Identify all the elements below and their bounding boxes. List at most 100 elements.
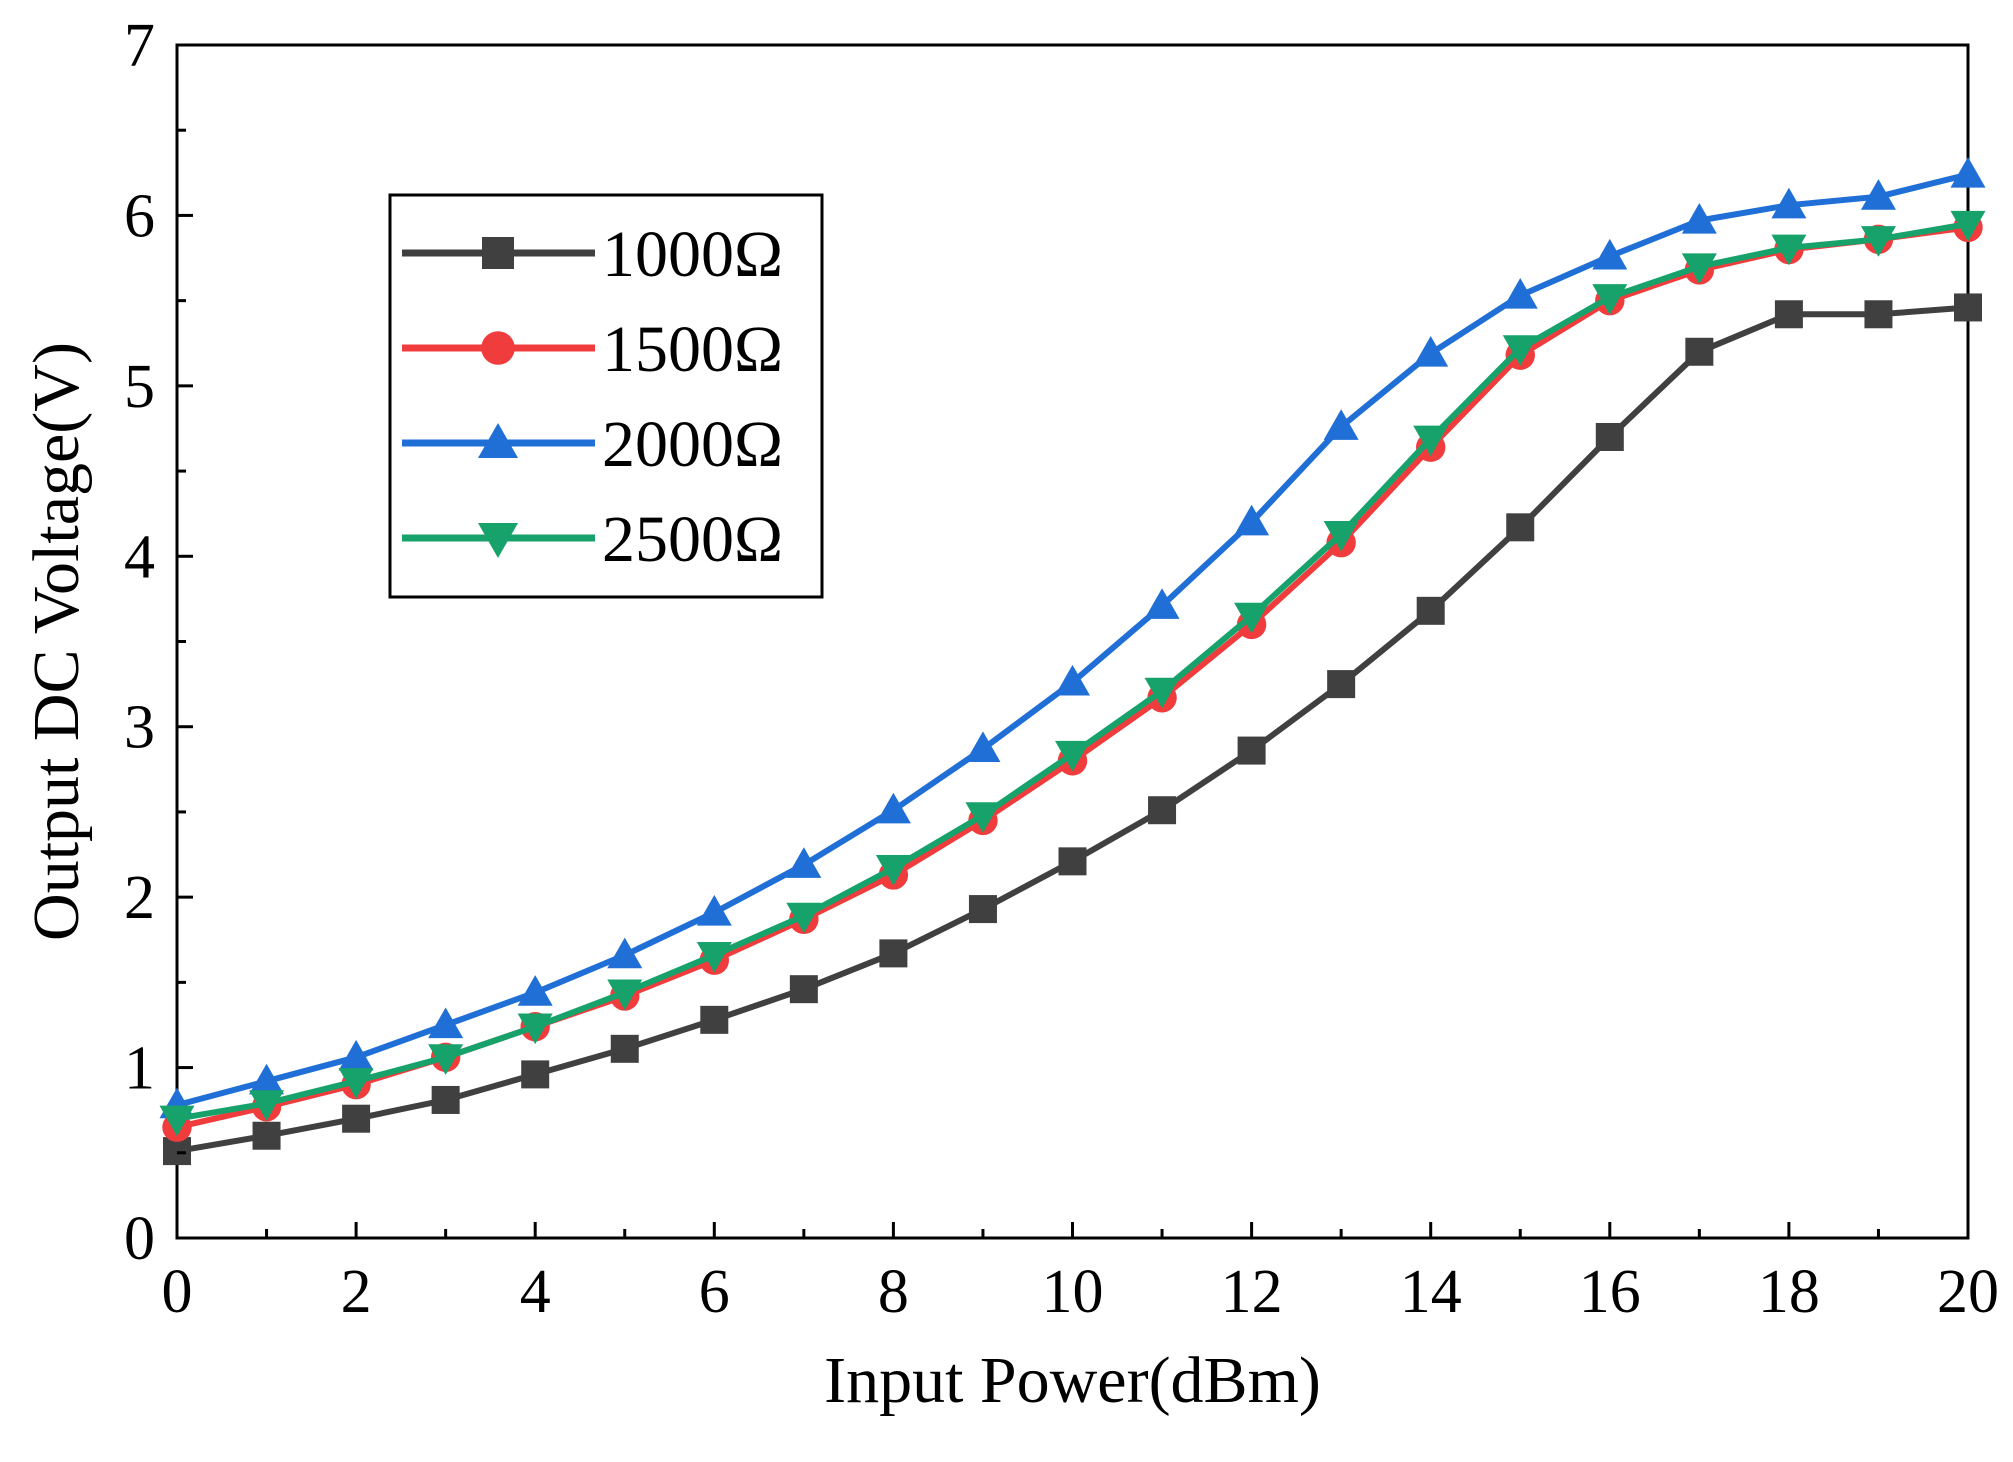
data-point <box>1234 602 1270 634</box>
data-point <box>1685 337 1714 366</box>
data-point <box>1506 513 1535 542</box>
x-tick-label: 10 <box>1042 1258 1104 1326</box>
data-point <box>968 895 997 924</box>
x-tick-label: 4 <box>520 1258 551 1326</box>
data-point <box>1592 284 1628 315</box>
x-tick-label: 2 <box>341 1258 372 1326</box>
data-point <box>965 731 1001 762</box>
data-point <box>1954 293 1982 322</box>
data-point <box>1323 409 1359 440</box>
data-point <box>786 847 822 878</box>
data-point <box>1055 664 1090 696</box>
legend-marker <box>481 331 515 365</box>
data-point <box>879 939 908 968</box>
data-point <box>610 1034 639 1063</box>
legend-label: 1500Ω <box>602 313 783 386</box>
legend-item: 2500Ω <box>402 503 783 576</box>
data-point <box>1681 203 1717 234</box>
legend-item: 1000Ω <box>402 218 783 291</box>
y-tick-label: 7 <box>124 12 155 80</box>
data-point <box>1144 588 1180 619</box>
data-point <box>1502 278 1538 309</box>
data-point <box>1950 210 1986 242</box>
legend-label: 2500Ω <box>602 503 783 576</box>
data-point <box>1860 226 1896 257</box>
data-point <box>786 902 822 934</box>
data-point <box>1774 300 1803 329</box>
data-point <box>517 1013 553 1045</box>
data-point <box>1237 736 1266 765</box>
data-point <box>1413 425 1449 457</box>
legend-marker <box>482 237 514 269</box>
data-point <box>338 1039 374 1071</box>
y-tick-label: 3 <box>124 694 155 762</box>
x-tick-label: 20 <box>1937 1258 1999 1326</box>
data-point <box>607 979 643 1011</box>
data-point <box>1055 740 1090 772</box>
data-point <box>965 802 1001 833</box>
data-point <box>1950 157 1986 188</box>
y-tick-label: 4 <box>124 523 155 591</box>
data-point <box>1864 300 1893 329</box>
x-tick-label: 6 <box>699 1258 730 1326</box>
data-point <box>700 1005 729 1034</box>
data-point <box>249 1090 285 1121</box>
data-point <box>1771 234 1807 266</box>
series-2500Ω <box>159 210 1986 1137</box>
x-tick-label: 12 <box>1221 1258 1283 1326</box>
y-axis-title: Output DC Voltage(V) <box>20 342 93 941</box>
x-tick-label: 8 <box>878 1258 909 1326</box>
data-point <box>249 1063 285 1095</box>
data-point <box>1058 847 1087 876</box>
data-point <box>1860 179 1896 210</box>
legend-box <box>388 193 824 599</box>
x-tick-label: 14 <box>1400 1258 1462 1326</box>
data-point <box>428 1007 464 1039</box>
data-point <box>252 1121 281 1150</box>
x-tick-label: 18 <box>1758 1258 1820 1326</box>
y-tick-label: 5 <box>124 353 155 421</box>
x-axis-title: Input Power(dBm) <box>824 1344 1321 1417</box>
data-point <box>342 1104 371 1133</box>
data-point <box>1771 187 1807 219</box>
data-point <box>696 894 732 926</box>
y-tick-label: 0 <box>124 1205 155 1273</box>
data-point <box>159 1105 195 1137</box>
y-tick-label: 1 <box>124 1035 155 1103</box>
data-point <box>521 1060 550 1089</box>
legend-label: 2000Ω <box>602 408 783 481</box>
y-tick-label: 6 <box>124 182 155 250</box>
x-tick-label: 0 <box>162 1258 193 1326</box>
legend-marker <box>478 523 518 558</box>
data-point <box>1327 670 1356 699</box>
series-group <box>159 157 1986 1166</box>
legend-label: 1000Ω <box>602 218 783 291</box>
legend-marker <box>478 423 518 458</box>
y-tick-label: 2 <box>124 864 155 932</box>
data-point <box>517 975 553 1006</box>
data-point <box>1502 335 1538 366</box>
data-point <box>1592 238 1628 270</box>
data-point <box>1234 504 1270 536</box>
data-point <box>607 937 643 969</box>
legend-item: 2000Ω <box>402 408 783 481</box>
data-point <box>1148 796 1177 825</box>
data-point <box>428 1044 464 1075</box>
data-point <box>696 941 732 973</box>
data-point <box>1681 253 1717 285</box>
data-point <box>789 975 818 1004</box>
data-point <box>1416 596 1445 625</box>
data-point <box>338 1068 374 1099</box>
legend: 1000Ω 1500Ω 2000Ω 2500Ω <box>388 193 824 599</box>
series-1000Ω <box>163 293 1982 1166</box>
data-point <box>1595 422 1624 451</box>
data-point <box>875 792 911 824</box>
data-point <box>1144 677 1180 709</box>
x-tick-label: 16 <box>1579 1258 1641 1326</box>
data-point <box>431 1085 460 1114</box>
data-point <box>1413 335 1449 367</box>
legend-item: 1500Ω <box>402 313 783 386</box>
data-point <box>875 855 911 886</box>
